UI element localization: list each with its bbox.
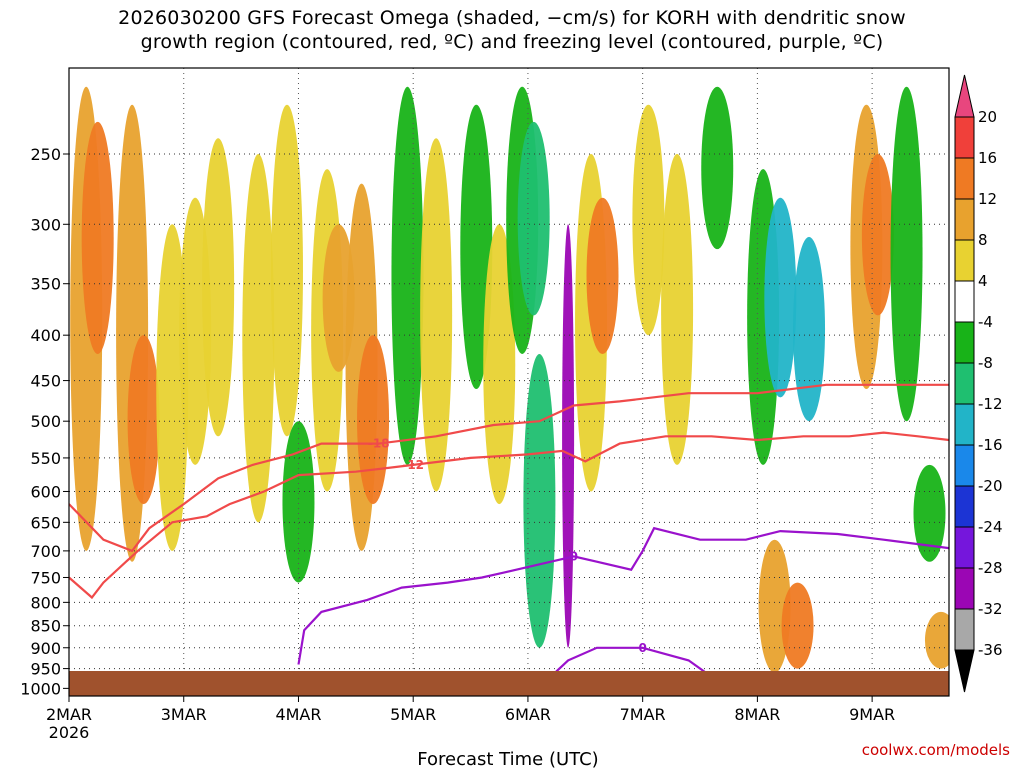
dendritic-contour-1	[69, 431, 949, 600]
omega-region-36	[924, 611, 949, 669]
colorbar-tick-5: -4	[978, 313, 993, 331]
x-tick-label-4: 6MAR	[505, 705, 551, 724]
dendritic-contour-0	[69, 383, 949, 553]
y-tick-label-4: 450	[30, 372, 61, 391]
colorbar-tick-13: -36	[978, 641, 1003, 659]
x-tick-label-6: 8MAR	[734, 705, 780, 724]
y-tick-label-10: 750	[30, 568, 61, 587]
credit-link[interactable]: coolwx.com/models	[862, 741, 1010, 759]
chart-title-line1: 2026030200 GFS Forecast Omega (shaded, −…	[118, 7, 906, 29]
y-tick-label-15: 1000	[20, 679, 61, 698]
omega-region-31	[781, 582, 814, 669]
freezing-contour-0	[297, 526, 949, 665]
colorbar-tick-1: 16	[978, 149, 997, 167]
x-tick-label-1: 3MAR	[161, 705, 207, 724]
omega-region-3	[127, 335, 160, 505]
freezing-contour-1-label: 0	[638, 641, 646, 655]
contour-layer: -18 -12 0 0	[69, 383, 949, 680]
omega-region-28	[764, 197, 797, 398]
colorbar-tick-12: -32	[978, 600, 1003, 618]
omega-region-35	[913, 464, 946, 562]
colorbar-bottom-triangle	[954, 649, 975, 693]
y-tick-label-14: 950	[30, 660, 61, 679]
y-tick-label-2: 350	[30, 275, 61, 294]
omega-region-6	[202, 138, 235, 437]
x-tick-label-2: 4MAR	[275, 705, 321, 724]
omega-region-21	[562, 224, 575, 648]
colorbar-tick-10: -24	[978, 518, 1003, 536]
omega-region-9	[282, 421, 315, 583]
chart-title-line2: growth region (contoured, red, ºC) and f…	[140, 31, 884, 53]
x-axis: 2MAR 3MAR 4MAR 5MAR 6MAR 7MAR 8MAR 9MAR 2026	[46, 696, 895, 742]
colorbar-segment-6	[954, 362, 975, 405]
colorbar-tick-2: 12	[978, 190, 997, 208]
omega-region-23	[586, 197, 619, 354]
colorbar-segment-1	[954, 157, 975, 200]
dendritic-contour-0-label: -18	[368, 437, 390, 451]
y-axis: 250 300 350 400 450 500 550 600 650 700 750 800 850 9…	[20, 145, 69, 698]
x-tick-label-3: 5MAR	[390, 705, 436, 724]
dendritic-contour-1-label: -12	[402, 458, 424, 472]
colorbar-tick-11: -28	[978, 559, 1003, 577]
omega-region-14	[391, 86, 424, 465]
omega-region-7	[242, 154, 275, 523]
colorbar-segment-0	[954, 116, 975, 159]
colorbar-tick-7: -12	[978, 395, 1003, 413]
x-tick-label-0: 2MAR	[46, 705, 92, 724]
colorbar-segment-8	[954, 444, 975, 487]
y-tick-label-8: 650	[30, 513, 61, 532]
omega-region-17	[483, 224, 516, 505]
omega-shading	[70, 86, 949, 673]
colorbar-segment-12	[954, 608, 975, 651]
ground-surface	[69, 671, 949, 696]
colorbar-segment-5	[954, 321, 975, 364]
colorbar-top-triangle	[954, 74, 975, 118]
y-tick-label-0: 250	[30, 145, 61, 164]
colorbar-segment-2	[954, 198, 975, 241]
colorbar-segment-7	[954, 403, 975, 446]
colorbar-tick-4: 4	[978, 272, 988, 290]
y-tick-label-13: 900	[30, 639, 61, 658]
x-year-label: 2026	[49, 723, 90, 742]
omega-region-15	[420, 138, 453, 492]
y-tick-label-12: 850	[30, 617, 61, 636]
y-tick-label-9: 700	[30, 542, 61, 561]
omega-region-24	[632, 104, 665, 336]
colorbar-segment-11	[954, 567, 975, 610]
colorbar: 20 16 12 8 4 -4 -8 -12 -16 -20 -24 -28 -32 -36	[954, 74, 1003, 693]
omega-region-1	[81, 121, 114, 354]
omega-region-33	[861, 154, 894, 316]
colorbar-tick-0: 20	[978, 108, 997, 126]
y-tick-label-3: 400	[30, 326, 61, 345]
omega-region-19	[517, 121, 550, 316]
freezing-contour-0-label: 0	[570, 549, 578, 563]
colorbar-segment-10	[954, 526, 975, 569]
omega-region-8	[270, 104, 303, 437]
chart-title: 2026030200 GFS Forecast Omega (shaded, −…	[0, 6, 1024, 54]
y-tick-label-7: 600	[30, 482, 61, 501]
colorbar-tick-8: -16	[978, 436, 1003, 454]
omega-region-25	[661, 154, 694, 465]
x-tick-label-5: 7MAR	[620, 705, 666, 724]
omega-region-13	[357, 335, 390, 505]
omega-region-26	[701, 86, 734, 250]
plot-frame	[68, 67, 950, 697]
x-axis-label: Forecast Time (UTC)	[417, 749, 598, 768]
colorbar-segment-3	[954, 239, 975, 282]
colorbar-tick-6: -8	[978, 354, 993, 372]
y-tick-label-5: 500	[30, 412, 61, 431]
x-tick-label-7: 9MAR	[849, 705, 895, 724]
omega-region-20	[523, 353, 556, 648]
y-tick-label-6: 550	[30, 449, 61, 468]
colorbar-tick-3: 8	[978, 231, 988, 249]
colorbar-segment-9	[954, 485, 975, 528]
colorbar-tick-9: -20	[978, 477, 1003, 495]
omega-region-34	[890, 86, 923, 422]
omega-region-29	[793, 236, 826, 422]
colorbar-segment-4	[954, 280, 975, 323]
y-tick-label-11: 800	[30, 593, 61, 612]
y-tick-label-1: 300	[30, 215, 61, 234]
